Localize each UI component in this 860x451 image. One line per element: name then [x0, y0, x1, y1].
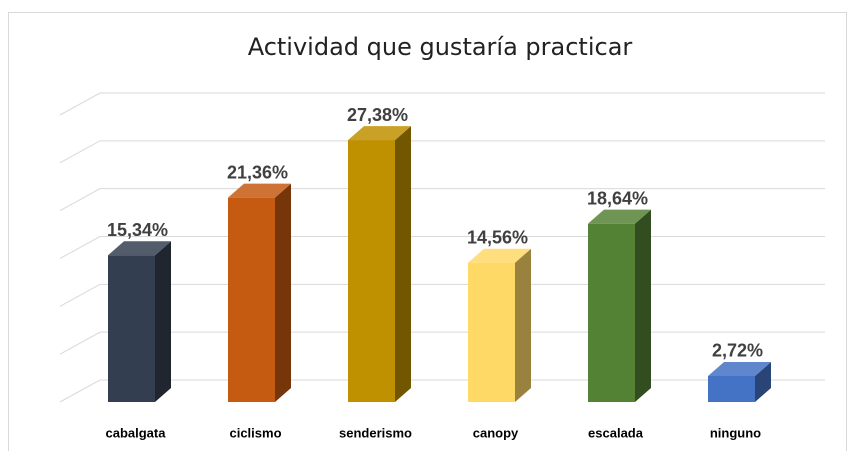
data-label: 27,38%	[347, 105, 408, 125]
x-tick-label: ninguno	[710, 425, 761, 440]
bar-side	[275, 183, 291, 402]
bar-side	[635, 209, 651, 402]
bar	[708, 375, 755, 402]
bar-side	[155, 241, 171, 402]
x-tick-label: cabalgata	[106, 425, 167, 440]
bar	[348, 140, 395, 402]
grid-line	[59, 283, 825, 307]
bar-side	[755, 361, 771, 402]
x-tick-label: canopy	[473, 425, 519, 440]
x-tick-label: ciclismo	[229, 425, 281, 440]
bar-side	[515, 248, 531, 402]
bar-top	[468, 248, 531, 263]
bar-top	[228, 183, 291, 198]
bar	[588, 223, 635, 402]
x-tick-label: escalada	[588, 425, 644, 440]
bar-top	[708, 361, 771, 376]
chart-title: Actividad que gustaría practicar	[248, 33, 633, 61]
data-label: 15,34%	[107, 220, 168, 240]
grid-line	[59, 236, 825, 259]
grid-line	[59, 140, 825, 164]
data-label: 14,56%	[467, 227, 528, 247]
bar-top	[108, 241, 171, 256]
grid-line	[59, 331, 825, 355]
grid-line	[59, 92, 825, 116]
bar	[108, 255, 155, 402]
bar-top	[348, 126, 411, 141]
grid-line	[59, 188, 825, 212]
bar-top	[588, 209, 651, 224]
bar-side	[395, 126, 411, 402]
x-tick-label: senderismo	[339, 425, 412, 440]
bar	[468, 262, 515, 402]
data-label: 21,36%	[227, 162, 288, 182]
data-label: 2,72%	[712, 341, 763, 361]
data-label: 18,64%	[587, 188, 648, 208]
bar	[228, 197, 275, 402]
grid-line	[59, 379, 825, 403]
